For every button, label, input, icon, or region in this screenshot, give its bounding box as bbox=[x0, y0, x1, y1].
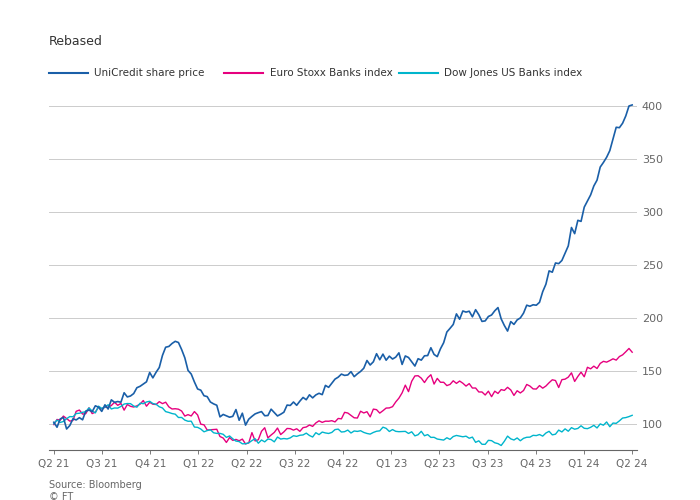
Text: Rebased: Rebased bbox=[49, 35, 103, 48]
Text: Source: Bloomberg: Source: Bloomberg bbox=[49, 480, 141, 490]
Text: Dow Jones US Banks index: Dow Jones US Banks index bbox=[444, 68, 582, 78]
Text: Euro Stoxx Banks index: Euro Stoxx Banks index bbox=[270, 68, 392, 78]
Text: © FT: © FT bbox=[49, 492, 74, 500]
Text: UniCredit share price: UniCredit share price bbox=[94, 68, 205, 78]
